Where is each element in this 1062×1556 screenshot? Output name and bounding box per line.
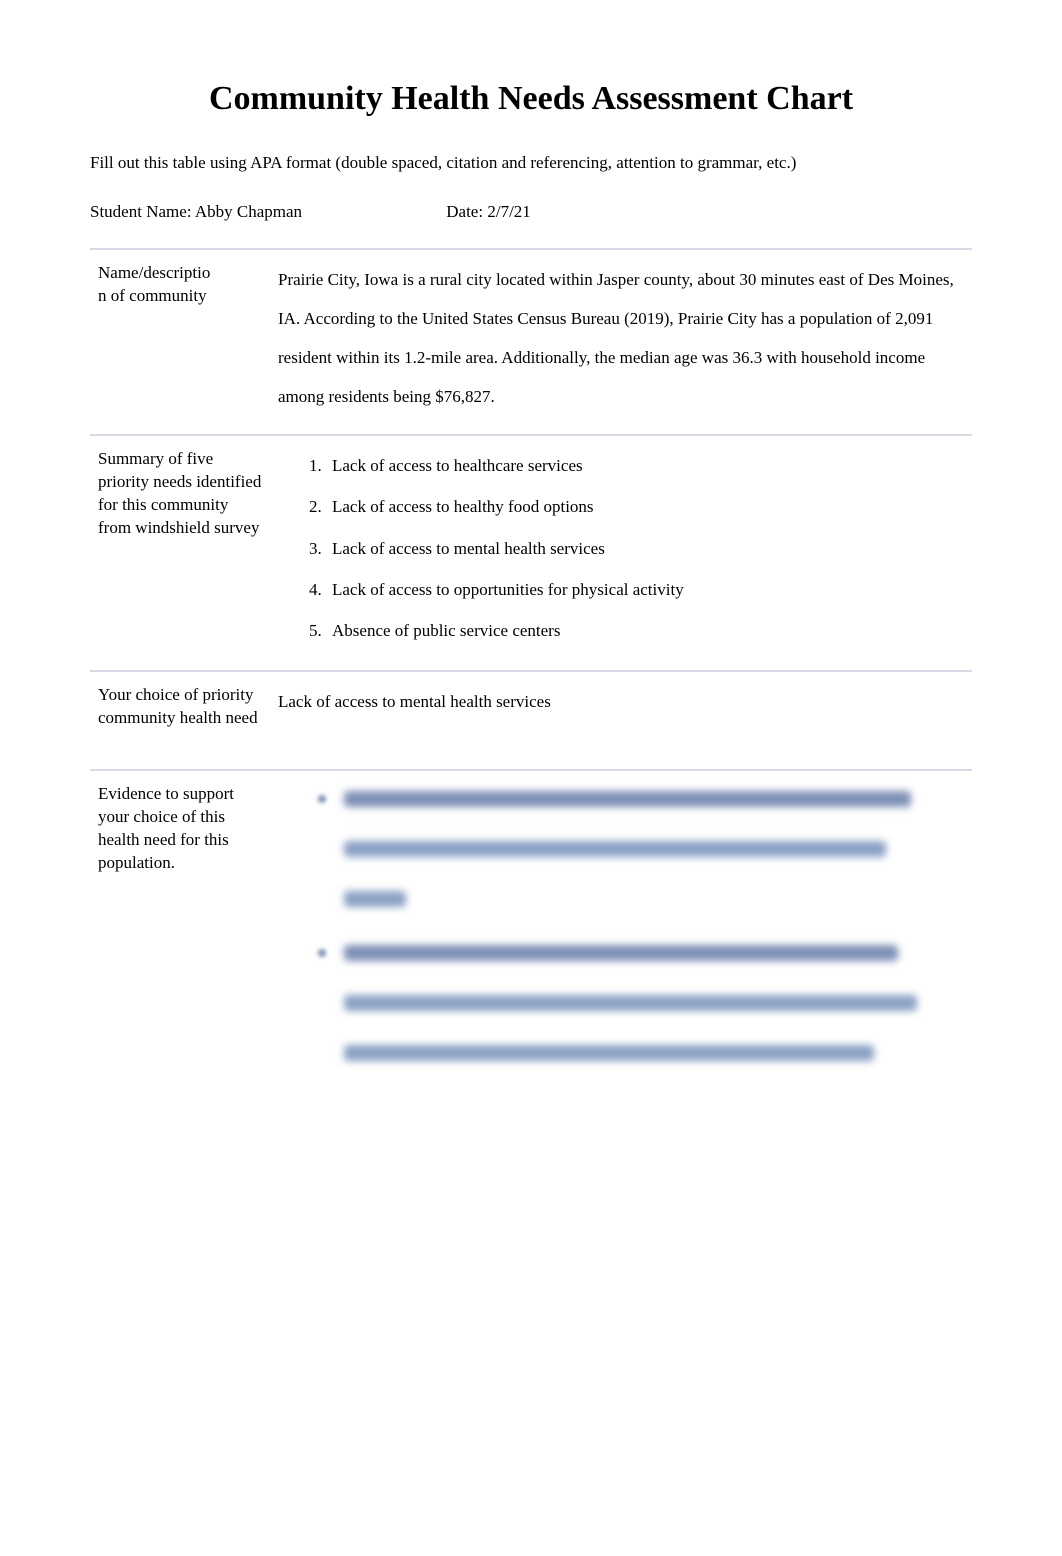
blur-bullet-icon [318,795,326,803]
row-label: Name/descriptio n of community [90,249,270,435]
list-item: Absence of public service centers [326,611,960,650]
blurred-block [318,791,960,1096]
row-content: Lack of access to mental health services [270,671,972,770]
blurred-line [344,995,917,1011]
assessment-table: Name/descriptio n of community Prairie C… [90,248,972,1120]
blurred-line [344,891,406,907]
blurred-line [344,945,898,961]
row-label-text: Evidence to support your choice of this … [98,784,234,872]
list-item: Lack of access to mental health services [326,529,960,568]
table-row: Your choice of priority community health… [90,671,972,770]
list-item: Lack of access to opportunities for phys… [326,570,960,609]
page-title: Community Health Needs Assessment Chart [90,80,972,118]
list-item: Lack of access to healthcare services [326,446,960,485]
intro-text: Fill out this table using APA format (do… [90,146,972,180]
table-row: Summary of five priority needs identifie… [90,435,972,670]
date-value: 2/7/21 [487,202,530,221]
row-label: Your choice of priority community health… [90,671,270,770]
blurred-line [344,841,886,857]
table-row: Evidence to support your choice of this … [90,770,972,1120]
row-content-blurred [270,770,972,1120]
blurred-line [344,791,911,807]
blur-bullet-icon [318,949,326,957]
row-content: Prairie City, Iowa is a rural city locat… [270,249,972,435]
row-label: Evidence to support your choice of this … [90,770,270,1120]
date-label: Date: [446,202,487,221]
blurred-line [344,1045,874,1061]
student-name-label: Student Name: [90,202,195,221]
row-label: Summary of five priority needs identifie… [90,435,270,670]
row-content: Lack of access to healthcare services La… [270,435,972,670]
meta-row: Student Name: Abby Chapman Date: 2/7/21 [90,202,972,222]
student-name-value: Abby Chapman [195,202,302,221]
priority-list: Lack of access to healthcare services La… [278,446,960,649]
table-row: Name/descriptio n of community Prairie C… [90,249,972,435]
list-item: Lack of access to healthy food options [326,487,960,526]
